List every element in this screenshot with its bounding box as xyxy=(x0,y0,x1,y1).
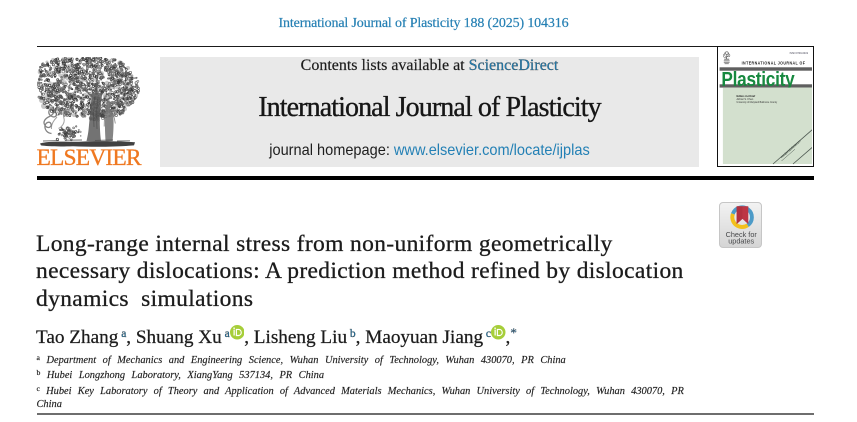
svg-text:updates: updates xyxy=(728,236,754,245)
svg-text:Plasticity: Plasticity xyxy=(721,68,795,91)
svg-text:Editor-in-Chief: Editor-in-Chief xyxy=(736,94,755,98)
svg-text:Akhtar S. Khan: Akhtar S. Khan xyxy=(736,98,753,101)
svg-text:ISSN 0749-6419: ISSN 0749-6419 xyxy=(789,52,808,55)
svg-text:Check for: Check for xyxy=(726,230,758,239)
svg-text:INTERNATIONAL JOURNAL OF: INTERNATIONAL JOURNAL OF xyxy=(741,60,805,66)
svg-text:University of Maryland Baltimo: University of Maryland Baltimore County xyxy=(736,101,778,104)
